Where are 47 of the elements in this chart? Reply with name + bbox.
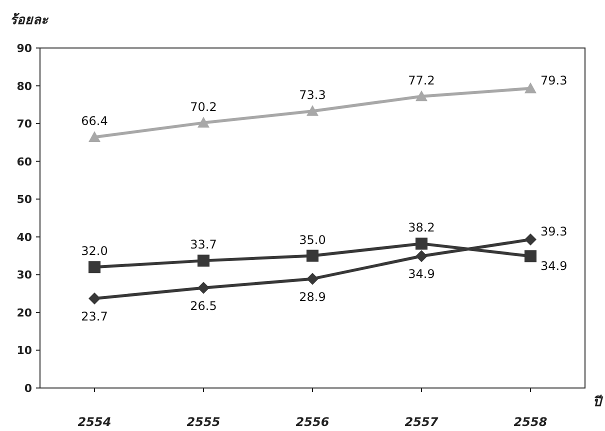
point <box>416 238 428 250</box>
x-tick-label: 2554 <box>78 415 112 429</box>
y-tick-label: 0 <box>24 382 32 395</box>
point <box>524 250 536 262</box>
data-label: 33.7 <box>190 238 217 252</box>
data-label: 66.4 <box>81 114 108 128</box>
point <box>198 254 210 267</box>
point <box>88 131 100 142</box>
point <box>306 250 318 262</box>
y-tick-label: 50 <box>16 193 32 206</box>
x-axis-title: ปี <box>593 394 604 410</box>
data-label: 32.0 <box>81 244 108 258</box>
data-label: 23.7 <box>81 309 108 324</box>
x-tick-label: 2555 <box>186 415 220 429</box>
point <box>306 272 318 285</box>
data-label: 77.2 <box>408 73 435 88</box>
data-label: 38.2 <box>408 220 435 235</box>
y-tick-label: 70 <box>16 118 32 131</box>
x-tick-label: 2556 <box>296 415 330 429</box>
y-tick-label: 20 <box>16 306 32 320</box>
y-tick-label: 10 <box>16 344 32 358</box>
x-tick-label: 2558 <box>514 415 548 429</box>
data-label: 79.3 <box>540 73 568 88</box>
y-tick-label: 90 <box>16 42 32 55</box>
y-tick-label: 40 <box>16 230 32 244</box>
point <box>88 261 100 274</box>
data-label: 73.3 <box>299 88 326 102</box>
point <box>88 292 100 304</box>
data-label: 35.0 <box>299 232 326 247</box>
data-label: 34.9 <box>408 267 435 282</box>
point <box>198 116 210 128</box>
point <box>198 282 210 294</box>
data-label: 39.3 <box>540 224 568 239</box>
y-tick-label: 60 <box>16 155 32 168</box>
x-tick-label: 2557 <box>404 415 439 429</box>
y-axis-title: ร้อยละ <box>10 12 49 28</box>
data-label: 70.2 <box>190 100 217 114</box>
point <box>306 105 318 116</box>
point <box>524 82 536 94</box>
point <box>524 234 536 246</box>
point <box>416 250 428 262</box>
data-label: 28.9 <box>299 290 326 304</box>
y-tick-label: 80 <box>16 80 32 93</box>
data-label: 26.5 <box>190 298 217 313</box>
y-tick-label: 30 <box>16 268 32 282</box>
data-label: 34.9 <box>540 259 568 274</box>
point <box>416 90 428 102</box>
